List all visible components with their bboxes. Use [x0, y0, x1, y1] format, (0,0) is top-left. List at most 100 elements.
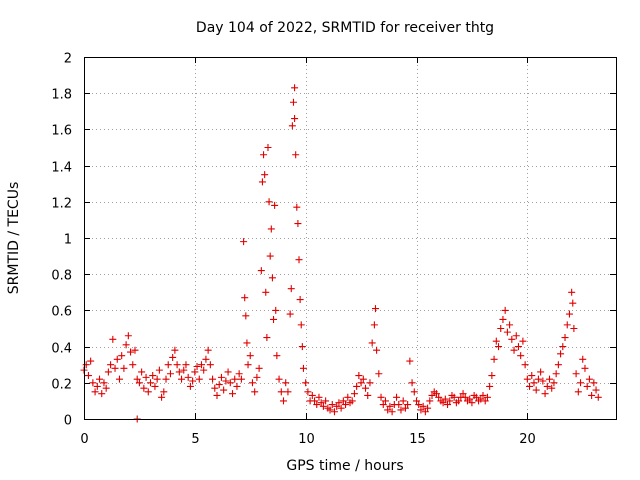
data-point [111, 364, 119, 372]
data-point [512, 332, 520, 340]
data-point [408, 379, 416, 387]
data-point [257, 267, 265, 275]
data-point [439, 399, 447, 407]
y-axis-label: SRMTID / TECUs [6, 182, 22, 295]
data-point [532, 386, 540, 394]
data-point [424, 404, 432, 412]
data-point [271, 201, 279, 209]
data-point [197, 361, 205, 369]
data-point [523, 375, 531, 383]
data-point [215, 381, 223, 389]
data-point [155, 366, 163, 374]
x-tick-label: 20 [519, 432, 536, 447]
data-point [401, 404, 409, 412]
data-point [158, 393, 166, 401]
data-point [565, 310, 573, 318]
data-point [151, 382, 159, 390]
data-point [317, 399, 325, 407]
data-point [246, 352, 254, 360]
data-point [209, 375, 217, 383]
data-point [258, 178, 266, 186]
data-point [220, 386, 228, 394]
data-point [265, 198, 273, 206]
data-point [235, 370, 243, 378]
data-point [371, 305, 379, 313]
data-point [421, 408, 429, 416]
data-point [559, 343, 567, 351]
data-point [115, 375, 123, 383]
data-point [191, 368, 199, 376]
x-tick-label: 0 [80, 432, 88, 447]
data-point [572, 370, 580, 378]
data-point [466, 395, 474, 403]
y-tick-label: 0.8 [51, 269, 72, 284]
data-point [552, 370, 560, 378]
data-point [570, 325, 578, 332]
data-point [118, 352, 126, 360]
data-point [495, 343, 503, 351]
data-point [350, 390, 358, 398]
data-point [231, 375, 239, 383]
data-point [450, 393, 458, 401]
data-point [173, 361, 181, 369]
data-point [483, 393, 491, 401]
data-point [368, 339, 376, 347]
data-point [419, 402, 427, 410]
data-point [315, 393, 323, 401]
data-point [339, 397, 347, 405]
data-point [541, 390, 549, 398]
data-point [288, 122, 296, 130]
data-point [189, 377, 197, 385]
data-point [557, 350, 565, 358]
data-point [302, 379, 310, 387]
data-point [166, 370, 174, 378]
data-point [506, 321, 514, 329]
data-point [333, 402, 341, 410]
data-point [455, 397, 463, 405]
data-point [184, 373, 192, 381]
data-point [326, 406, 334, 414]
x-tick-label: 10 [298, 432, 315, 447]
y-tick-label: 0.2 [51, 378, 72, 393]
data-point [243, 339, 251, 347]
data-point [384, 406, 392, 414]
data-point [550, 379, 558, 387]
axis-ticks: 00.20.40.60.811.21.41.61.820 5 10 15 20 [51, 52, 616, 447]
y-tick-label: 1.8 [51, 88, 72, 103]
data-points [80, 84, 602, 423]
data-point [583, 382, 591, 390]
data-point [135, 379, 143, 387]
data-point [261, 171, 269, 179]
data-point [275, 375, 283, 383]
data-point [140, 384, 148, 392]
data-point [244, 361, 252, 369]
data-point [581, 364, 589, 372]
data-point [144, 388, 152, 396]
data-point [313, 401, 321, 409]
data-point [263, 334, 271, 342]
data-point [579, 355, 587, 363]
data-point [410, 388, 418, 396]
data-point [359, 375, 367, 383]
data-point [548, 384, 556, 392]
data-point [268, 274, 276, 282]
data-point [202, 355, 210, 363]
data-point [222, 377, 230, 385]
data-point [298, 343, 306, 351]
data-point [492, 337, 500, 345]
data-point [291, 115, 299, 123]
data-point [574, 388, 582, 396]
data-point [537, 368, 545, 376]
data-point [272, 306, 280, 314]
data-point [397, 406, 405, 414]
data-point [142, 373, 150, 381]
data-point [299, 364, 307, 372]
data-point [539, 377, 547, 385]
data-point [169, 353, 177, 361]
data-point [413, 397, 420, 405]
data-point [468, 399, 476, 407]
data-point [337, 404, 345, 412]
data-point [585, 375, 593, 383]
data-point [432, 390, 440, 398]
data-point [287, 285, 295, 293]
